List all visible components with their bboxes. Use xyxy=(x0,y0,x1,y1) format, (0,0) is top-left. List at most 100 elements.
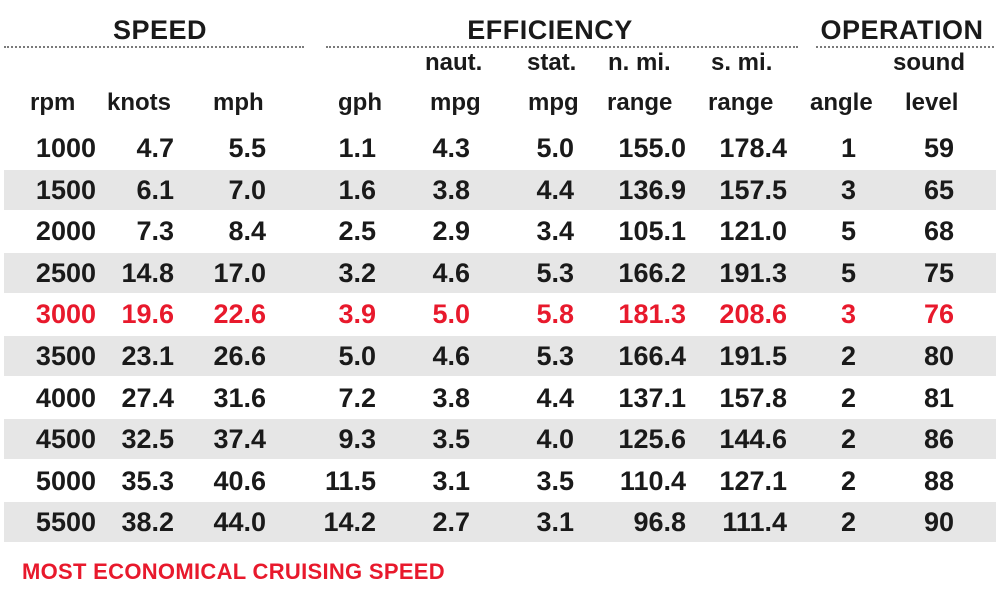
cell-gph: 5.0 xyxy=(338,341,376,371)
cell-stat-mpg: 3.1 xyxy=(536,507,574,538)
table-row: 1000 4.7 5.5 1.1 4.3 5.0 155.0 178.4 1 59 xyxy=(4,128,996,168)
cell-gph: 1.6 xyxy=(338,174,376,205)
cell-smi-range: 144.6 xyxy=(719,424,787,455)
cell-rpm: 5000 xyxy=(35,465,96,496)
cell-mph: 31.6 xyxy=(213,382,266,413)
cell-nmi-range: 125.6 xyxy=(618,424,686,455)
header-smi-range-top: s. mi. xyxy=(711,49,773,76)
cell-mph: 17.0 xyxy=(213,257,266,288)
header-smi-range-bottom: range xyxy=(708,89,774,116)
cell-gph: 7.2 xyxy=(338,382,376,413)
cell-mph: 40.6 xyxy=(213,465,266,496)
cell-stat-mpg: 5.8 xyxy=(536,299,574,330)
cell-rpm: 4000 xyxy=(35,382,96,413)
operation-group-title: OPERATION xyxy=(820,15,984,45)
cell-rpm: 2500 xyxy=(35,257,96,288)
cell-naut-mpg: 3.8 xyxy=(432,382,470,413)
cell-knots: 38.2 xyxy=(121,507,174,538)
cell-rpm: 1000 xyxy=(35,133,96,163)
cell-knots: 35.3 xyxy=(121,465,174,496)
header-nmi-range-top: n. mi. xyxy=(608,49,671,76)
cell-gph: 3.2 xyxy=(338,257,376,288)
operation-group-divider xyxy=(816,46,994,48)
cell-nmi-range: 137.1 xyxy=(618,382,686,413)
cell-nmi-range: 166.4 xyxy=(618,341,686,371)
cell-sound-level: 59 xyxy=(923,133,954,163)
cell-knots: 19.6 xyxy=(121,299,174,330)
cell-smi-range: 178.4 xyxy=(719,133,787,163)
cell-gph: 2.5 xyxy=(338,216,376,247)
cell-nmi-range: 155.0 xyxy=(618,133,686,163)
table-row: 4000 27.4 31.6 7.2 3.8 4.4 137.1 157.8 2 81 xyxy=(4,378,996,418)
cell-naut-mpg: 4.6 xyxy=(432,341,470,371)
cell-nmi-range: 96.8 xyxy=(633,507,686,538)
cell-knots: 4.7 xyxy=(136,133,174,163)
cell-sound-level: 90 xyxy=(923,507,954,538)
header-sound-bottom: level xyxy=(905,89,959,116)
cell-nmi-range: 136.9 xyxy=(618,174,686,205)
cell-sound-level: 86 xyxy=(923,424,954,455)
cell-nmi-range: 110.4 xyxy=(619,465,686,496)
cell-gph: 14.2 xyxy=(323,507,376,538)
cell-angle: 3 xyxy=(840,174,856,205)
cell-knots: 32.5 xyxy=(121,424,174,455)
table-row: 1500 6.1 7.0 1.6 3.8 4.4 136.9 157.5 3 65 xyxy=(4,169,996,210)
cell-sound-level: 81 xyxy=(923,382,954,413)
cell-smi-range: 127.1 xyxy=(719,465,787,496)
cell-stat-mpg: 3.4 xyxy=(536,216,574,247)
cell-gph: 9.3 xyxy=(338,424,376,455)
footnote-most-economical: MOST ECONOMICAL CRUISING SPEED xyxy=(22,559,445,584)
cell-knots: 6.1 xyxy=(136,174,174,205)
cell-naut-mpg: 5.0 xyxy=(432,299,470,330)
header-naut-mpg-top: naut. xyxy=(425,49,483,76)
cell-mph: 37.4 xyxy=(213,424,266,455)
cell-rpm: 3500 xyxy=(35,341,96,371)
efficiency-group-title: EFFICIENCY xyxy=(467,15,633,45)
cell-rpm: 1500 xyxy=(35,174,96,205)
cell-angle: 5 xyxy=(840,257,856,288)
cell-knots: 23.1 xyxy=(121,341,174,371)
cell-gph: 3.9 xyxy=(338,299,376,330)
cell-sound-level: 65 xyxy=(923,174,954,205)
table-row: 4500 32.5 37.4 9.3 3.5 4.0 125.6 144.6 2 86 xyxy=(4,419,996,460)
cell-smi-range: 191.5 xyxy=(719,341,787,371)
cell-stat-mpg: 5.0 xyxy=(536,133,574,163)
cell-stat-mpg: 3.5 xyxy=(536,465,574,496)
efficiency-group-divider xyxy=(326,46,798,48)
cell-knots: 27.4 xyxy=(121,382,174,413)
cell-angle: 2 xyxy=(840,507,856,538)
header-gph: gph xyxy=(338,89,382,116)
speed-group-divider xyxy=(4,46,304,48)
cell-sound-level: 75 xyxy=(923,257,954,288)
cell-rpm: 3000 xyxy=(35,299,96,330)
header-naut-mpg-bottom: mpg xyxy=(430,89,481,116)
cell-smi-range: 121.0 xyxy=(719,216,787,247)
cell-angle: 2 xyxy=(840,465,856,496)
cell-smi-range: 191.3 xyxy=(719,257,787,288)
cell-stat-mpg: 4.4 xyxy=(536,174,574,205)
cell-nmi-range: 181.3 xyxy=(618,299,686,330)
cell-stat-mpg: 4.0 xyxy=(536,424,574,455)
cell-smi-range: 157.8 xyxy=(719,382,787,413)
cell-angle: 2 xyxy=(840,341,856,371)
cell-sound-level: 68 xyxy=(923,216,954,247)
header-nmi-range-bottom: range xyxy=(607,89,673,116)
cell-angle: 1 xyxy=(840,133,856,163)
cell-naut-mpg: 2.9 xyxy=(432,216,470,247)
table-row: 2500 14.8 17.0 3.2 4.6 5.3 166.2 191.3 5 75 xyxy=(4,252,996,293)
header-stat-mpg-bottom: mpg xyxy=(528,89,579,116)
speed-group-title: SPEED xyxy=(112,15,208,45)
cell-mph: 7.0 xyxy=(228,174,266,205)
cell-knots: 14.8 xyxy=(121,257,174,288)
cell-stat-mpg: 5.3 xyxy=(536,341,574,371)
cell-knots: 7.3 xyxy=(136,216,174,247)
table-row: 3500 23.1 26.6 5.0 4.6 5.3 166.4 191.5 2 80 xyxy=(4,336,996,376)
table-row: 5000 35.3 40.6 11.5 3.1 3.5 110.4 127.1 2 88 xyxy=(4,461,996,501)
cell-smi-range: 157.5 xyxy=(719,174,787,205)
table-row: 2000 7.3 8.4 2.5 2.9 3.4 105.1 121.0 5 68 xyxy=(4,211,996,251)
cell-mph: 44.0 xyxy=(213,507,266,538)
cell-mph: 22.6 xyxy=(213,299,266,330)
cell-gph: 1.1 xyxy=(338,133,376,163)
cell-angle: 2 xyxy=(840,382,856,413)
header-sound-top: sound xyxy=(893,49,965,76)
